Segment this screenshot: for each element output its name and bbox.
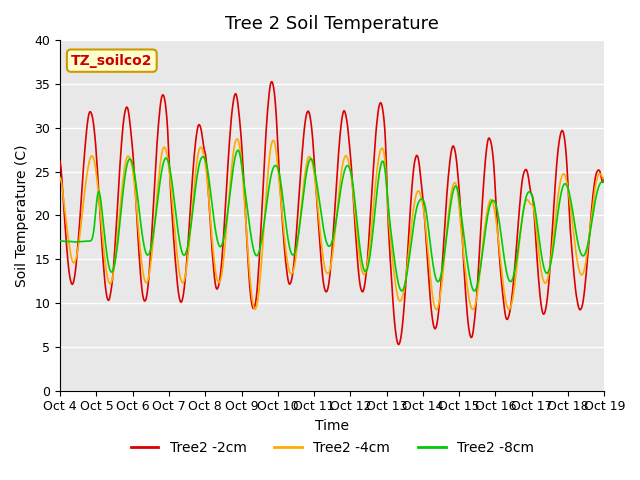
Y-axis label: Soil Temperature (C): Soil Temperature (C) — [15, 144, 29, 287]
Legend: Tree2 -2cm, Tree2 -4cm, Tree2 -8cm: Tree2 -2cm, Tree2 -4cm, Tree2 -8cm — [125, 436, 540, 461]
Title: Tree 2 Soil Temperature: Tree 2 Soil Temperature — [225, 15, 439, 33]
X-axis label: Time: Time — [316, 419, 349, 433]
Text: TZ_soilco2: TZ_soilco2 — [71, 54, 152, 68]
